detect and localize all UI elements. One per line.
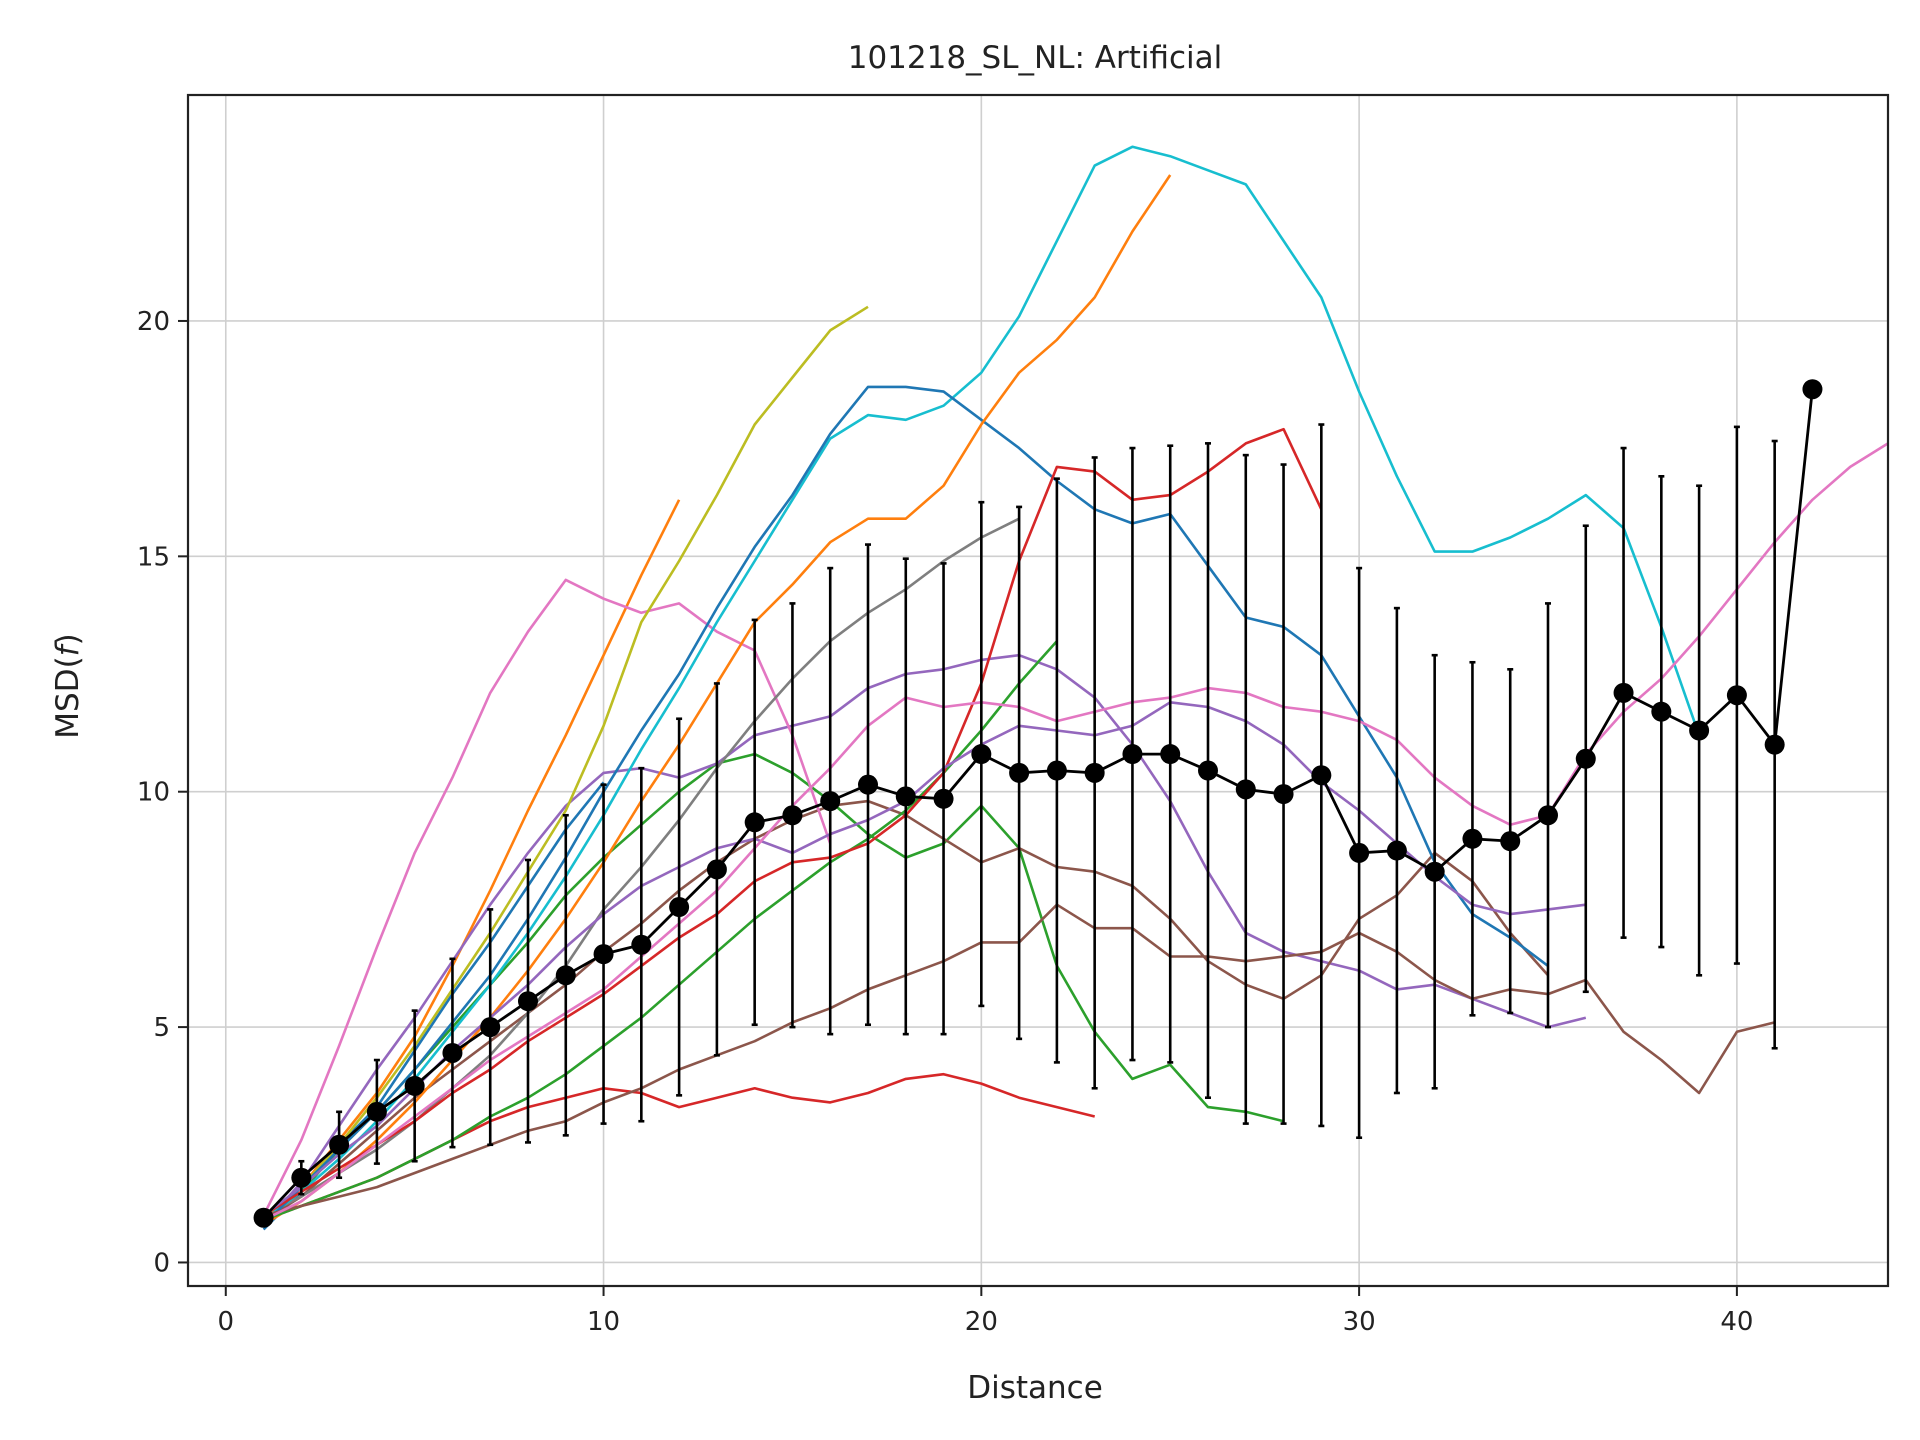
mean-point — [1651, 701, 1672, 722]
mean-point — [442, 1042, 463, 1063]
trajectory-series-line — [262, 752, 1284, 1222]
mean-point — [1726, 685, 1747, 706]
mean-point — [518, 991, 538, 1012]
y-axis-title: MSD(f) — [50, 633, 86, 738]
mean-point — [1273, 784, 1294, 805]
mean-point — [933, 788, 954, 809]
mean-point — [1311, 765, 1332, 786]
trajectory-series-line — [262, 653, 1587, 1226]
mean-point — [669, 897, 690, 918]
y-tick-label: 15 — [137, 542, 170, 572]
y-tick-label: 0 — [153, 1248, 170, 1278]
trajectory-series-line — [262, 305, 869, 1222]
y-tick-label: 20 — [137, 307, 170, 337]
y-tick-label: 5 — [153, 1013, 170, 1043]
axes-frame — [186, 93, 1890, 1288]
mean-point — [1349, 842, 1370, 863]
x-axis-title: Distance — [967, 1370, 1103, 1406]
mean-point — [1689, 720, 1710, 741]
mean-point — [555, 965, 576, 986]
x-tick-label: 40 — [1720, 1307, 1753, 1337]
mean-point — [744, 812, 765, 833]
trajectory-series-line — [262, 385, 1549, 1226]
mean-point — [820, 791, 841, 812]
x-tick-label: 10 — [587, 1307, 620, 1337]
mean-point — [480, 1017, 501, 1038]
mean-point — [291, 1167, 312, 1188]
mean-point — [1424, 861, 1445, 882]
mean-point — [1009, 762, 1030, 783]
mean-point — [1802, 379, 1823, 400]
mean-point — [1122, 744, 1143, 765]
mean-point — [1084, 762, 1105, 783]
mean-point — [329, 1134, 350, 1155]
mean-point — [404, 1075, 425, 1096]
x-tick-label: 0 — [218, 1307, 235, 1337]
trajectory-series-line — [262, 578, 832, 1216]
chart-title: 101218_SL_NL: Artificial — [848, 40, 1223, 76]
mean-point — [1500, 831, 1521, 852]
y-axis-title-prefix: MSD( — [50, 656, 86, 738]
mean-point — [858, 774, 878, 795]
mean-point — [366, 1101, 387, 1122]
mean-point — [1613, 682, 1634, 703]
mean-series — [253, 379, 1823, 1228]
axis-ticks: 0 10 20 30 40 0 5 10 15 20 — [137, 307, 1754, 1337]
mean-point — [253, 1207, 274, 1228]
mean-point — [631, 934, 652, 955]
mean-point — [706, 859, 727, 880]
mean-point — [1386, 840, 1407, 861]
mean-point — [895, 786, 916, 807]
y-tick-label: 10 — [137, 778, 170, 808]
mean-point — [1198, 760, 1218, 781]
trajectory-series-line — [263, 640, 1058, 1222]
mean-point — [782, 805, 803, 826]
mean-point — [1160, 744, 1181, 765]
trajectory-series-line — [262, 145, 1701, 1222]
y-axis-title-suffix: ) — [50, 633, 86, 645]
x-tick-label: 30 — [1343, 1307, 1376, 1337]
mean-point — [1462, 828, 1483, 849]
trajectory-series-line — [263, 442, 1889, 1222]
mean-point — [593, 944, 614, 965]
mean-point — [1538, 805, 1558, 826]
mean-point — [1764, 734, 1785, 755]
mean-point — [971, 744, 992, 765]
mean-point — [1235, 779, 1256, 800]
x-tick-label: 20 — [965, 1307, 998, 1337]
mean-point — [1575, 748, 1596, 769]
mean-point — [1046, 760, 1067, 781]
